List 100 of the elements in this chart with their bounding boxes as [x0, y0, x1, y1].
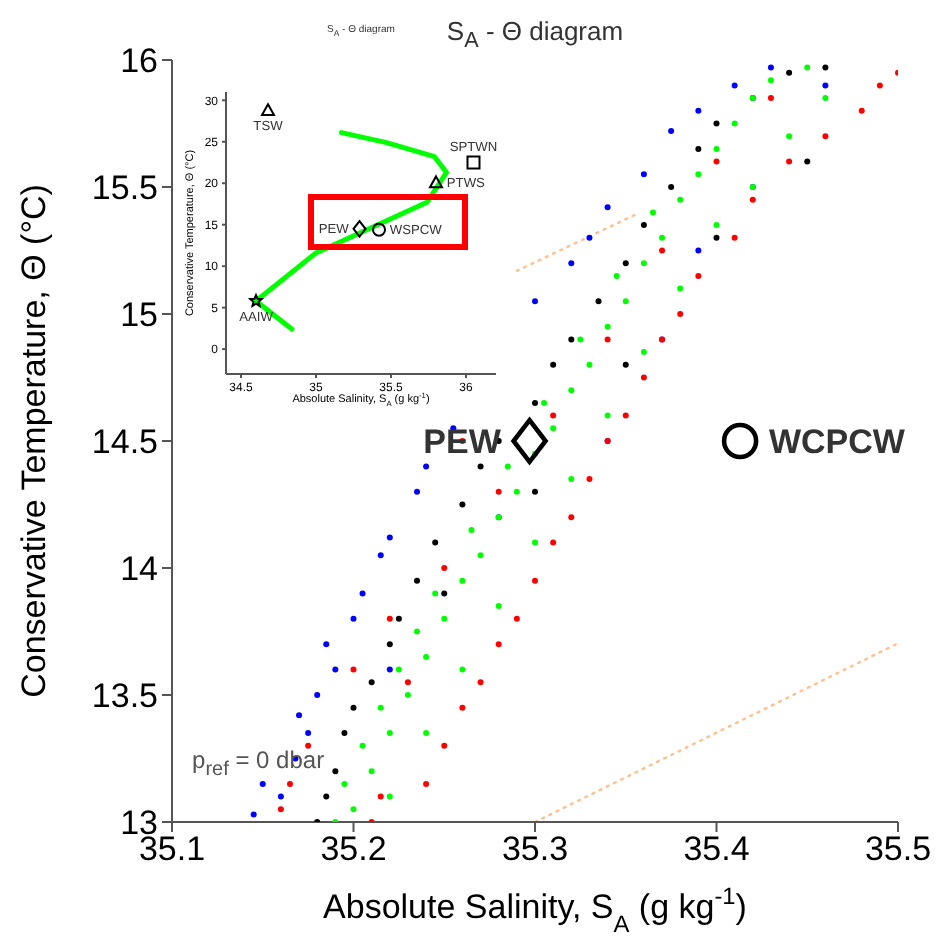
point [767, 64, 774, 71]
point [695, 247, 702, 254]
point [577, 336, 584, 343]
point [622, 298, 629, 305]
point [414, 488, 421, 495]
point [423, 730, 430, 737]
point [640, 374, 647, 381]
point [604, 336, 611, 343]
point [249, 294, 263, 307]
point [749, 196, 756, 203]
point [414, 628, 421, 635]
point [640, 349, 647, 356]
point [386, 641, 393, 648]
point [786, 158, 793, 165]
point [286, 780, 293, 787]
point [541, 399, 548, 406]
point [713, 234, 720, 241]
point [568, 476, 575, 483]
point [377, 793, 384, 800]
point [359, 590, 366, 597]
point [731, 82, 738, 89]
point [404, 679, 411, 686]
point [332, 768, 339, 775]
point [441, 615, 448, 622]
point [368, 679, 375, 686]
point [659, 247, 666, 254]
point [511, 417, 548, 465]
point [822, 133, 829, 140]
point [767, 77, 774, 84]
point [713, 120, 720, 127]
x-tick-label: 35.3 [501, 830, 569, 869]
point [786, 133, 793, 140]
point [377, 704, 384, 711]
point [386, 534, 393, 541]
x-axis-title: Absolute Salinity, S$_{A}$ (g kg$^{-1}$) [323, 882, 747, 936]
point [622, 260, 629, 267]
point [804, 158, 811, 165]
point [477, 552, 484, 559]
point [876, 82, 883, 89]
point [668, 184, 675, 190]
point [713, 145, 720, 152]
point [459, 666, 466, 673]
point [323, 641, 330, 648]
point [386, 793, 393, 800]
point [550, 425, 557, 432]
point [323, 793, 330, 800]
point [622, 412, 629, 419]
point [595, 298, 602, 305]
y-tick-label: 15.5 [91, 169, 158, 208]
point [332, 666, 339, 673]
point [477, 463, 484, 470]
point [305, 742, 312, 749]
point [713, 222, 720, 229]
point [804, 64, 811, 71]
point [432, 590, 439, 597]
point [695, 171, 702, 178]
point [423, 463, 430, 470]
point [513, 488, 520, 495]
y-tick-label: 16 [120, 42, 158, 81]
point [550, 539, 557, 546]
point [604, 323, 611, 330]
point [550, 361, 557, 368]
chart-title: S$_{A}$ - Θ diagram [446, 16, 624, 54]
point [368, 768, 375, 775]
point [677, 285, 684, 292]
point [296, 712, 303, 719]
point [640, 260, 647, 267]
point [695, 107, 702, 114]
x-tick-label: 35.5 [864, 830, 932, 869]
y-tick-label: 13.5 [91, 677, 158, 716]
point [504, 463, 511, 470]
point [423, 780, 430, 787]
point [604, 204, 611, 211]
point [359, 742, 366, 749]
point [459, 501, 466, 508]
point [532, 577, 538, 584]
point [550, 412, 557, 419]
point [731, 234, 738, 241]
point [477, 679, 484, 686]
point [495, 488, 502, 495]
point [786, 69, 793, 76]
point [713, 158, 720, 165]
point [432, 539, 439, 546]
point [277, 793, 284, 800]
point [568, 387, 575, 394]
point [468, 526, 475, 533]
point [259, 780, 266, 787]
point [586, 234, 593, 241]
point [532, 488, 538, 495]
point [822, 64, 829, 71]
point [604, 412, 611, 419]
point [677, 311, 684, 317]
point [386, 730, 393, 737]
point [372, 222, 386, 237]
point [314, 692, 321, 698]
point [532, 298, 538, 305]
point [495, 603, 502, 610]
point [441, 590, 448, 597]
point [386, 615, 393, 622]
y-tick-label: 14 [120, 550, 158, 589]
